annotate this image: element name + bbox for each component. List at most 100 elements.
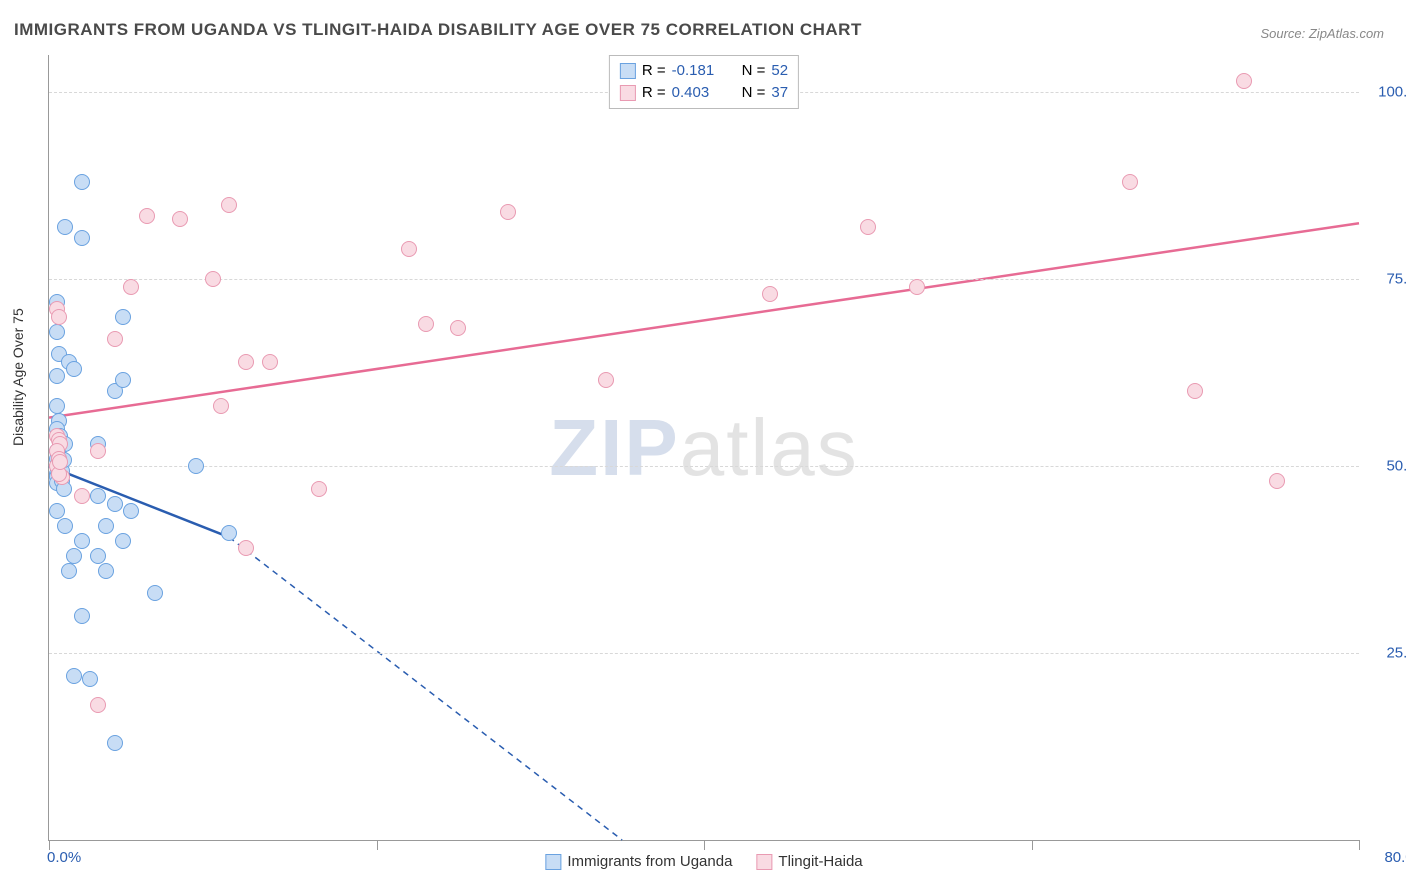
n-label: N = xyxy=(742,82,766,104)
data-point-series-1 xyxy=(1187,383,1203,399)
data-point-series-1 xyxy=(1122,174,1138,190)
data-point-series-1 xyxy=(139,208,155,224)
data-point-series-0 xyxy=(61,563,77,579)
gridline xyxy=(49,653,1359,654)
legend-series: Immigrants from Uganda Tlingit-Haida xyxy=(545,853,862,870)
data-point-series-1 xyxy=(90,443,106,459)
data-point-series-1 xyxy=(418,316,434,332)
x-tick xyxy=(1359,840,1360,850)
data-point-series-0 xyxy=(221,525,237,541)
data-point-series-1 xyxy=(90,697,106,713)
data-point-series-0 xyxy=(123,503,139,519)
watermark: ZIPatlas xyxy=(549,402,858,494)
legend-stats-row-0: R = -0.181 N = 52 xyxy=(620,60,788,82)
data-point-series-0 xyxy=(98,563,114,579)
data-point-series-0 xyxy=(74,174,90,190)
y-tick-label: 50.0% xyxy=(1386,458,1406,475)
data-point-series-0 xyxy=(188,458,204,474)
x-tick xyxy=(377,840,378,850)
x-tick xyxy=(704,840,705,850)
data-point-series-0 xyxy=(66,668,82,684)
data-point-series-1 xyxy=(238,354,254,370)
gridline xyxy=(49,466,1359,467)
n-value-1: 37 xyxy=(771,82,788,104)
data-point-series-1 xyxy=(860,219,876,235)
data-point-series-0 xyxy=(74,608,90,624)
legend-label-0: Immigrants from Uganda xyxy=(567,853,732,870)
legend-swatch-b1 xyxy=(756,854,772,870)
data-point-series-1 xyxy=(401,241,417,257)
watermark-rest: atlas xyxy=(680,403,859,492)
y-tick-label: 25.0% xyxy=(1386,645,1406,662)
data-point-series-0 xyxy=(49,398,65,414)
data-point-series-0 xyxy=(107,496,123,512)
data-point-series-0 xyxy=(66,548,82,564)
data-point-series-0 xyxy=(90,488,106,504)
y-axis-title: Disability Age Over 75 xyxy=(10,308,26,446)
trend-line-1 xyxy=(49,223,1359,417)
data-point-series-0 xyxy=(98,518,114,534)
r-label: R = xyxy=(642,82,666,104)
y-tick-label: 75.0% xyxy=(1386,271,1406,288)
n-value-0: 52 xyxy=(771,60,788,82)
r-label: R = xyxy=(642,60,666,82)
legend-swatch-0 xyxy=(620,63,636,79)
data-point-series-0 xyxy=(115,309,131,325)
data-point-series-1 xyxy=(172,211,188,227)
legend-swatch-b0 xyxy=(545,854,561,870)
legend-label-1: Tlingit-Haida xyxy=(778,853,862,870)
data-point-series-1 xyxy=(52,454,68,470)
chart-title: IMMIGRANTS FROM UGANDA VS TLINGIT-HAIDA … xyxy=(14,20,862,40)
data-point-series-0 xyxy=(74,230,90,246)
data-point-series-1 xyxy=(74,488,90,504)
data-point-series-1 xyxy=(221,197,237,213)
data-point-series-0 xyxy=(115,533,131,549)
data-point-series-1 xyxy=(262,354,278,370)
trend-lines xyxy=(49,55,1359,840)
r-value-1: 0.403 xyxy=(672,82,722,104)
data-point-series-0 xyxy=(74,533,90,549)
legend-swatch-1 xyxy=(620,85,636,101)
legend-stats: R = -0.181 N = 52 R = 0.403 N = 37 xyxy=(609,55,799,109)
data-point-series-0 xyxy=(49,324,65,340)
n-label: N = xyxy=(742,60,766,82)
data-point-series-0 xyxy=(82,671,98,687)
r-value-0: -0.181 xyxy=(672,60,722,82)
source-attribution: Source: ZipAtlas.com xyxy=(1260,26,1384,41)
x-tick-label: 80.0% xyxy=(1384,849,1406,866)
legend-item-1: Tlingit-Haida xyxy=(756,853,862,870)
data-point-series-0 xyxy=(66,361,82,377)
x-tick-label: 0.0% xyxy=(47,849,81,866)
data-point-series-1 xyxy=(213,398,229,414)
chart-container: IMMIGRANTS FROM UGANDA VS TLINGIT-HAIDA … xyxy=(0,0,1406,892)
data-point-series-1 xyxy=(107,331,123,347)
data-point-series-0 xyxy=(90,548,106,564)
data-point-series-1 xyxy=(598,372,614,388)
data-point-series-1 xyxy=(762,286,778,302)
data-point-series-0 xyxy=(49,503,65,519)
legend-stats-row-1: R = 0.403 N = 37 xyxy=(620,82,788,104)
x-tick xyxy=(1032,840,1033,850)
data-point-series-0 xyxy=(57,518,73,534)
data-point-series-1 xyxy=(1236,73,1252,89)
watermark-bold: ZIP xyxy=(549,403,679,492)
data-point-series-1 xyxy=(450,320,466,336)
data-point-series-0 xyxy=(147,585,163,601)
trend-line-0-extrapolated xyxy=(229,537,622,840)
data-point-series-1 xyxy=(51,309,67,325)
data-point-series-1 xyxy=(238,540,254,556)
data-point-series-0 xyxy=(115,372,131,388)
gridline xyxy=(49,279,1359,280)
data-point-series-1 xyxy=(1269,473,1285,489)
data-point-series-0 xyxy=(49,368,65,384)
data-point-series-1 xyxy=(909,279,925,295)
data-point-series-1 xyxy=(205,271,221,287)
data-point-series-0 xyxy=(107,735,123,751)
plot-area: ZIPatlas R = -0.181 N = 52 R = 0.403 N =… xyxy=(48,55,1359,841)
data-point-series-1 xyxy=(123,279,139,295)
legend-item-0: Immigrants from Uganda xyxy=(545,853,732,870)
data-point-series-1 xyxy=(311,481,327,497)
data-point-series-1 xyxy=(500,204,516,220)
y-tick-label: 100.0% xyxy=(1378,84,1406,101)
data-point-series-0 xyxy=(57,219,73,235)
